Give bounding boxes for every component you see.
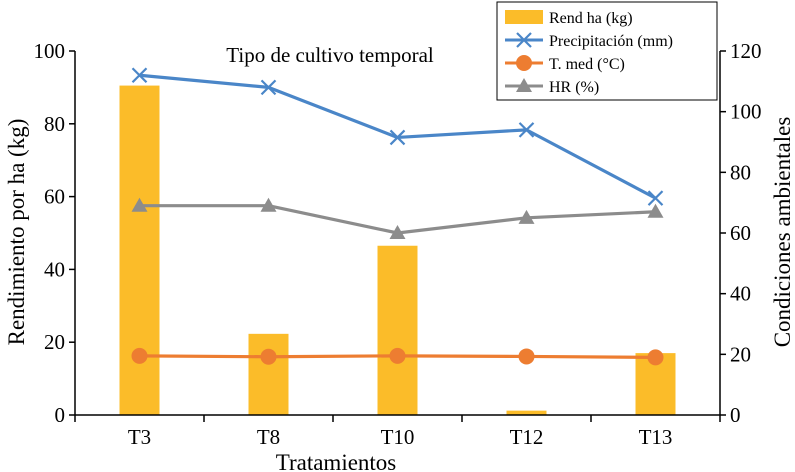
legend-marker-precipitacion xyxy=(516,32,532,48)
y-tick-label: 40 xyxy=(44,257,65,281)
legend-marker-hr xyxy=(516,78,532,92)
point-tmed-t13 xyxy=(647,349,664,366)
point-precipitacion-t8-stroke-b xyxy=(260,79,277,96)
x-tick-label-t10: T10 xyxy=(381,425,415,449)
point-precipitacion-t3 xyxy=(131,67,148,84)
legend-marker-tmed xyxy=(516,55,532,71)
x-tick-label-t12: T12 xyxy=(510,425,544,449)
bars-layer xyxy=(119,85,676,415)
point-tmed-t12 xyxy=(518,348,535,365)
axes-layer xyxy=(69,50,726,422)
legend-label-precipitacion: Precipitación (mm) xyxy=(549,33,673,50)
legend-label-tmed: T. med (°C) xyxy=(549,56,625,73)
point-precipitacion-t12-stroke-b xyxy=(518,122,535,138)
y2-tick-label: 80 xyxy=(730,160,751,184)
y2-tick-label: 100 xyxy=(730,100,762,124)
y2-tick-label: 40 xyxy=(730,282,751,306)
y-tick-label: 100 xyxy=(34,39,66,63)
x-tick-label-t3: T3 xyxy=(128,425,151,449)
point-precipitacion-t3-stroke-b xyxy=(131,67,148,84)
y2-tick-label: 120 xyxy=(730,39,762,63)
point-hr-t13 xyxy=(647,203,664,218)
point-hr-t12 xyxy=(518,209,535,224)
y2-tick-label: 60 xyxy=(730,221,751,245)
y-tick-label: 20 xyxy=(44,330,65,354)
point-precipitacion-t8 xyxy=(260,79,277,96)
point-hr-t10 xyxy=(389,225,406,239)
point-tmed-t10 xyxy=(389,347,406,364)
x-tick-label-t13: T13 xyxy=(639,425,673,449)
legend-label-rend: Rend ha (kg) xyxy=(549,10,633,27)
bar-t8 xyxy=(248,333,289,415)
point-tmed-t3 xyxy=(131,347,148,364)
y2-axis-title: Condiciones ambientales xyxy=(770,117,795,348)
y-axis-title: Rendimiento por ha (kg) xyxy=(4,119,29,346)
point-precipitacion-t10 xyxy=(389,129,406,146)
point-hr-t8 xyxy=(260,197,277,212)
point-precipitacion-t13 xyxy=(647,190,664,206)
lines-layer xyxy=(131,67,664,366)
y-tick-label: 80 xyxy=(44,112,65,136)
bar-t3 xyxy=(119,85,160,415)
chart-title: Tipo de cultivo temporal xyxy=(226,43,434,67)
y2-tick-label: 0 xyxy=(730,403,741,427)
legend: Rend ha (kg) Precipitación (mm) T. med (°C… xyxy=(496,1,718,101)
bar-t12 xyxy=(506,410,547,415)
x-tick-label-t8: T8 xyxy=(257,425,280,449)
legend-label-hr: HR (%) xyxy=(549,79,599,96)
point-precipitacion-t13-stroke-b xyxy=(647,190,664,206)
point-tmed-t8 xyxy=(260,348,277,365)
legend-swatch-rend xyxy=(505,10,543,24)
point-precipitacion-t10-stroke-b xyxy=(389,129,406,146)
y-tick-label: 0 xyxy=(55,403,66,427)
legend-marker-precipitacion-stroke-b xyxy=(516,32,532,48)
point-hr-t3 xyxy=(131,197,148,212)
y2-tick-label: 20 xyxy=(730,342,751,366)
tick-labels: 0 20 40 60 80 100 0 20 40 60 80 100 120 T3 T8 T10 T12 T13 xyxy=(34,39,762,449)
x-axis-title: Tratamientos xyxy=(276,450,397,472)
y-tick-label: 60 xyxy=(44,185,65,209)
bar-t10 xyxy=(377,245,418,415)
point-precipitacion-t12 xyxy=(518,122,535,138)
